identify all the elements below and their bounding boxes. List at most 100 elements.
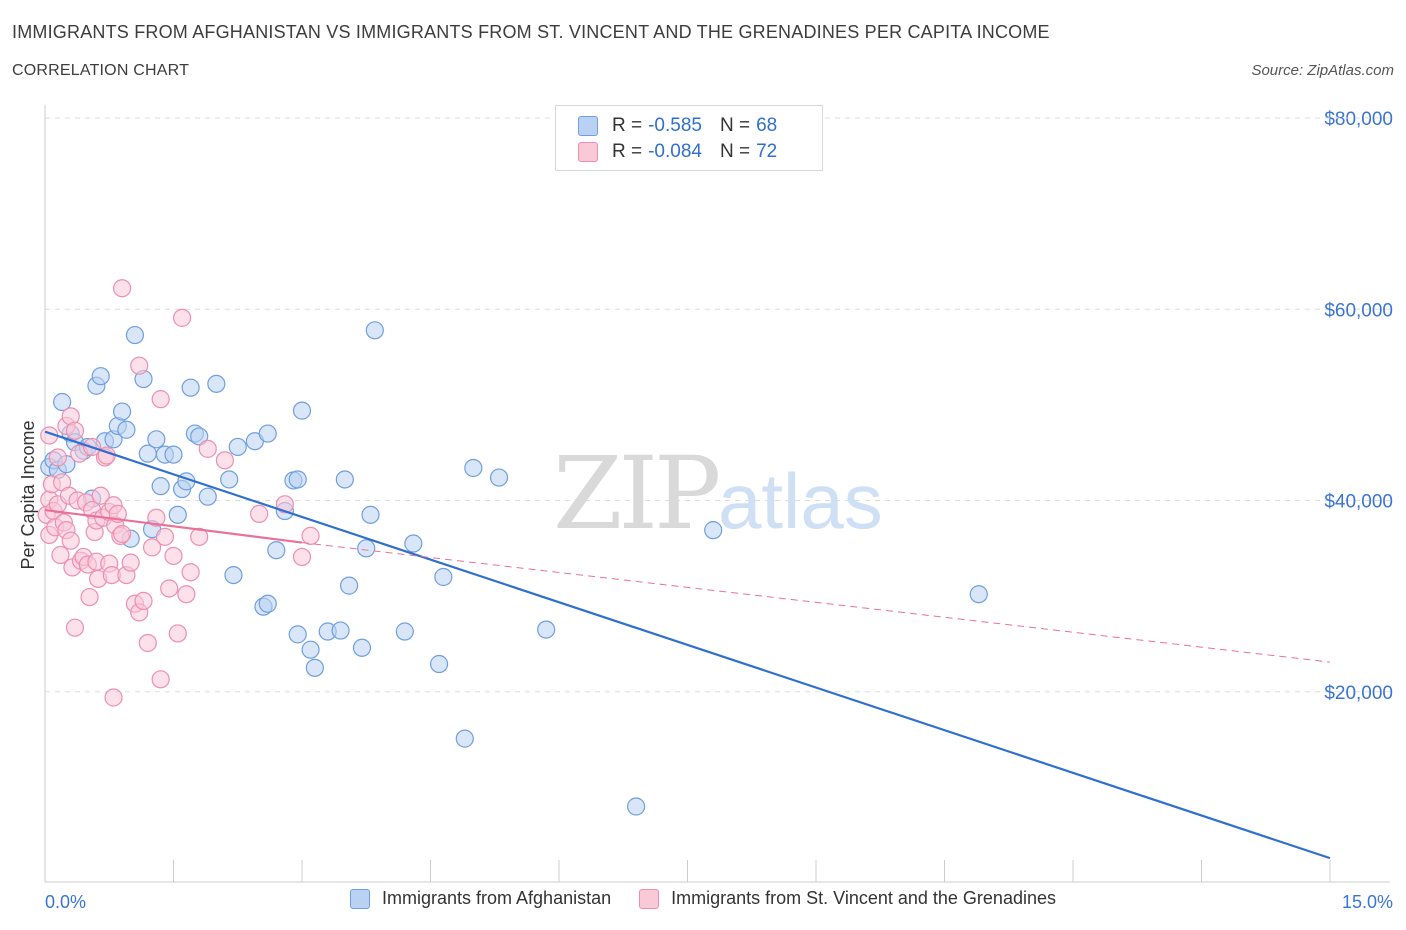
legend-n-value: 68 xyxy=(756,115,778,136)
point-afghanistan xyxy=(220,470,239,489)
point-afghanistan xyxy=(361,505,380,524)
x-tick-label-min: 0.0% xyxy=(45,892,86,912)
legend-r-label: R = xyxy=(612,141,643,162)
watermark-zip: ZIP xyxy=(553,435,718,552)
legend-swatch-afghanistan xyxy=(578,116,598,136)
point-afghanistan xyxy=(125,325,145,345)
point-afghanistan xyxy=(331,621,350,640)
point-afghanistan xyxy=(151,477,170,496)
point-afghanistan xyxy=(305,658,324,677)
point-st-vincent xyxy=(160,579,179,598)
series-legend-label: Immigrants from St. Vincent and the Gren… xyxy=(671,888,1056,908)
point-afghanistan xyxy=(288,625,307,644)
legend-n-label: N = xyxy=(719,115,751,136)
point-st-vincent xyxy=(190,527,209,546)
point-afghanistan xyxy=(147,430,166,449)
y-axis-label: Per Capita Income xyxy=(18,420,38,569)
y-tick-label: $80,000 xyxy=(1324,109,1393,130)
point-st-vincent xyxy=(65,421,85,440)
point-st-vincent xyxy=(215,451,234,470)
point-st-vincent xyxy=(130,356,149,375)
point-st-vincent xyxy=(172,308,192,327)
point-afghanistan xyxy=(292,401,312,420)
point-st-vincent xyxy=(181,563,200,582)
point-st-vincent xyxy=(48,448,67,467)
point-afghanistan xyxy=(288,470,307,489)
point-afghanistan xyxy=(969,585,988,604)
point-st-vincent xyxy=(250,504,269,523)
point-afghanistan xyxy=(395,622,414,641)
point-afghanistan xyxy=(117,420,136,439)
point-afghanistan xyxy=(224,565,243,585)
point-afghanistan xyxy=(352,638,372,657)
point-st-vincent xyxy=(112,279,132,298)
point-afghanistan xyxy=(340,576,359,595)
legend-r-value: -0.585 xyxy=(648,115,702,136)
legend-r-value: -0.084 xyxy=(648,141,702,162)
point-st-vincent xyxy=(198,439,217,458)
point-st-vincent xyxy=(292,547,312,567)
point-afghanistan xyxy=(198,487,217,506)
point-st-vincent xyxy=(147,508,166,527)
point-afghanistan xyxy=(489,468,509,487)
point-afghanistan xyxy=(258,424,277,443)
legend-r-label: R = xyxy=(612,115,643,136)
series-swatch-st-vincent xyxy=(639,888,660,909)
point-afghanistan xyxy=(537,620,556,639)
point-st-vincent xyxy=(104,688,123,707)
point-afghanistan xyxy=(181,378,200,397)
watermark-atlas: atlas xyxy=(718,457,883,545)
point-afghanistan xyxy=(168,505,187,524)
point-st-vincent xyxy=(168,624,187,643)
point-afghanistan xyxy=(228,437,247,457)
point-st-vincent xyxy=(80,587,99,607)
legend-row-afghanistan: R = -0.585 N = 68 xyxy=(578,114,795,138)
point-st-vincent xyxy=(275,495,294,514)
series-legend-label: Immigrants from Afghanistan xyxy=(382,888,612,908)
point-afghanistan xyxy=(301,640,320,659)
point-st-vincent xyxy=(134,591,153,611)
point-afghanistan xyxy=(464,458,483,478)
legend-row-st-vincent: R = -0.084 N = 72 xyxy=(578,140,795,164)
trendline-afghanistan xyxy=(44,430,1331,860)
point-afghanistan xyxy=(434,567,453,587)
point-st-vincent xyxy=(61,531,80,550)
legend-swatch-st-vincent xyxy=(578,142,598,162)
point-afghanistan xyxy=(164,445,183,464)
point-afghanistan xyxy=(53,392,72,412)
trendline-st-vincent xyxy=(44,508,303,544)
point-afghanistan xyxy=(429,654,449,674)
point-afghanistan xyxy=(335,470,354,489)
point-afghanistan xyxy=(190,427,209,446)
source-label: Source: ZipAtlas.com xyxy=(1251,62,1394,79)
y-tick-label: $40,000 xyxy=(1324,492,1393,513)
point-afghanistan xyxy=(91,367,110,386)
point-st-vincent xyxy=(151,390,170,409)
point-st-vincent xyxy=(51,545,70,565)
series-legend-afghanistan: Immigrants from Afghanistan xyxy=(350,888,611,909)
point-afghanistan xyxy=(365,321,384,340)
point-afghanistan xyxy=(207,374,226,393)
point-st-vincent xyxy=(121,553,140,572)
stats-legend: R = -0.585 N = 68 R = -0.084 N = 72 xyxy=(555,105,823,171)
y-tick-label: $20,000 xyxy=(1324,683,1393,704)
point-st-vincent xyxy=(112,524,132,544)
point-st-vincent xyxy=(301,526,320,545)
y-tick-label: $60,000 xyxy=(1324,300,1393,321)
legend-n-label: N = xyxy=(719,141,751,162)
point-st-vincent xyxy=(142,538,162,557)
series-legend: Immigrants from Afghanistan Immigrants f… xyxy=(0,888,1406,909)
point-afghanistan xyxy=(258,594,277,613)
point-st-vincent xyxy=(177,585,196,604)
chart-title: IMMIGRANTS FROM AFGHANISTAN VS IMMIGRANT… xyxy=(12,22,1050,42)
series-swatch-afghanistan xyxy=(350,888,371,909)
point-st-vincent xyxy=(65,618,85,637)
point-afghanistan xyxy=(704,521,723,540)
series-legend-st-vincent: Immigrants from St. Vincent and the Gren… xyxy=(639,888,1056,909)
point-st-vincent xyxy=(164,546,183,566)
point-st-vincent xyxy=(91,486,110,505)
legend-n-value: 72 xyxy=(756,141,778,162)
point-afghanistan xyxy=(626,797,646,816)
x-tick-label-max: 15.0% xyxy=(1342,892,1393,912)
